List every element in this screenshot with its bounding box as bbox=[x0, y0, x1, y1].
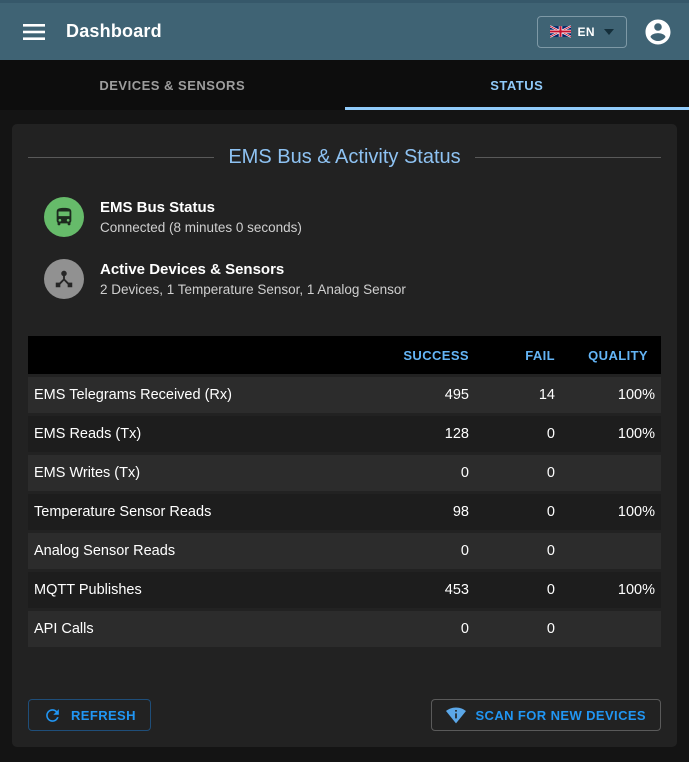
cell-quality: 100% bbox=[561, 494, 661, 530]
header-quality: QUALITY bbox=[561, 336, 661, 374]
cell-quality: 100% bbox=[561, 416, 661, 452]
cell-quality bbox=[561, 455, 661, 491]
cell-fail: 0 bbox=[475, 611, 561, 647]
status-item-subtitle: 2 Devices, 1 Temperature Sensor, 1 Analo… bbox=[100, 282, 406, 297]
bus-icon bbox=[56, 207, 72, 226]
tab-devices-sensors[interactable]: DEVICES & SENSORS bbox=[99, 77, 246, 93]
cell-label: MQTT Publishes bbox=[28, 572, 380, 608]
divider-line bbox=[474, 157, 661, 158]
cell-success: 453 bbox=[380, 572, 475, 608]
header-fail: FAIL bbox=[475, 336, 561, 374]
language-selector[interactable]: EN bbox=[536, 15, 627, 48]
activity-table: SUCCESS FAIL QUALITY EMS Telegrams Recei… bbox=[28, 333, 661, 650]
cell-success: 0 bbox=[380, 533, 475, 569]
chevron-down-icon bbox=[604, 28, 614, 35]
cell-success: 0 bbox=[380, 455, 475, 491]
cell-quality bbox=[561, 611, 661, 647]
refresh-button-label: REFRESH bbox=[71, 707, 136, 723]
button-row: REFRESH SCAN FOR NEW DEVICES bbox=[28, 689, 661, 731]
cell-quality: 100% bbox=[561, 572, 661, 608]
table-header-row: SUCCESS FAIL QUALITY bbox=[28, 336, 661, 374]
table-row: EMS Reads (Tx) 128 0 100% bbox=[28, 416, 661, 452]
cell-fail: 0 bbox=[475, 494, 561, 530]
table-row: Analog Sensor Reads 0 0 bbox=[28, 533, 661, 569]
cell-label: Analog Sensor Reads bbox=[28, 533, 380, 569]
card-title: EMS Bus & Activity Status bbox=[228, 146, 461, 168]
list-item-ems-bus: EMS Bus Status Connected (8 minutes 0 se… bbox=[44, 197, 661, 237]
table-row: MQTT Publishes 453 0 100% bbox=[28, 572, 661, 608]
language-code: EN bbox=[577, 24, 595, 39]
app-bar: Dashboard EN bbox=[0, 0, 689, 60]
cell-label: EMS Telegrams Received (Rx) bbox=[28, 377, 380, 413]
refresh-icon bbox=[46, 708, 59, 722]
tab-status[interactable]: STATUS bbox=[344, 60, 689, 110]
card-title-divider: EMS Bus & Activity Status bbox=[28, 146, 661, 169]
status-list: EMS Bus Status Connected (8 minutes 0 se… bbox=[28, 183, 661, 321]
table-row: EMS Telegrams Received (Rx) 495 14 100% bbox=[28, 377, 661, 413]
cell-label: Temperature Sensor Reads bbox=[28, 494, 380, 530]
list-item-active-devices: Active Devices & Sensors 2 Devices, 1 Te… bbox=[44, 259, 661, 299]
cell-label: EMS Reads (Tx) bbox=[28, 416, 380, 452]
account-circle-icon bbox=[645, 19, 671, 44]
cell-success: 0 bbox=[380, 611, 475, 647]
table-row: EMS Writes (Tx) 0 0 bbox=[28, 455, 661, 491]
cell-label: API Calls bbox=[28, 611, 380, 647]
scan-devices-button-label: SCAN FOR NEW DEVICES bbox=[475, 707, 646, 723]
header-success: SUCCESS bbox=[380, 336, 475, 374]
status-item-title: Active Devices & Sensors bbox=[100, 261, 285, 278]
status-item-subtitle: Connected (8 minutes 0 seconds) bbox=[100, 220, 302, 235]
account-button[interactable] bbox=[641, 15, 675, 49]
cell-success: 128 bbox=[380, 416, 475, 452]
cell-fail: 14 bbox=[475, 377, 561, 413]
scan-devices-button[interactable]: SCAN FOR NEW DEVICES bbox=[431, 699, 661, 731]
header-blank bbox=[28, 336, 380, 374]
tab-bar: DEVICES & SENSORS STATUS bbox=[0, 60, 689, 110]
cell-label: EMS Writes (Tx) bbox=[28, 455, 380, 491]
device-hub-icon bbox=[55, 270, 73, 288]
cell-fail: 0 bbox=[475, 533, 561, 569]
status-item-title: EMS Bus Status bbox=[100, 199, 216, 216]
table-row: Temperature Sensor Reads 98 0 100% bbox=[28, 494, 661, 530]
divider-line bbox=[28, 157, 215, 158]
scan-wifi-icon bbox=[446, 707, 467, 724]
uk-flag-icon bbox=[549, 25, 571, 38]
status-table-body: EMS Telegrams Received (Rx) 495 14 100% EMS … bbox=[28, 377, 661, 647]
menu-icon[interactable] bbox=[14, 12, 54, 52]
refresh-button[interactable]: REFRESH bbox=[28, 699, 151, 731]
table-row: API Calls 0 0 bbox=[28, 611, 661, 647]
cell-fail: 0 bbox=[475, 455, 561, 491]
page-title: Dashboard bbox=[66, 21, 162, 41]
cell-fail: 0 bbox=[475, 416, 561, 452]
cell-success: 495 bbox=[380, 377, 475, 413]
cell-fail: 0 bbox=[475, 572, 561, 608]
cell-quality bbox=[561, 533, 661, 569]
bus-avatar bbox=[44, 197, 84, 237]
status-card: EMS Bus & Activity Status EMS Bus Status… bbox=[12, 124, 677, 747]
device-hub-avatar bbox=[44, 259, 84, 299]
cell-success: 98 bbox=[380, 494, 475, 530]
cell-quality: 100% bbox=[561, 377, 661, 413]
